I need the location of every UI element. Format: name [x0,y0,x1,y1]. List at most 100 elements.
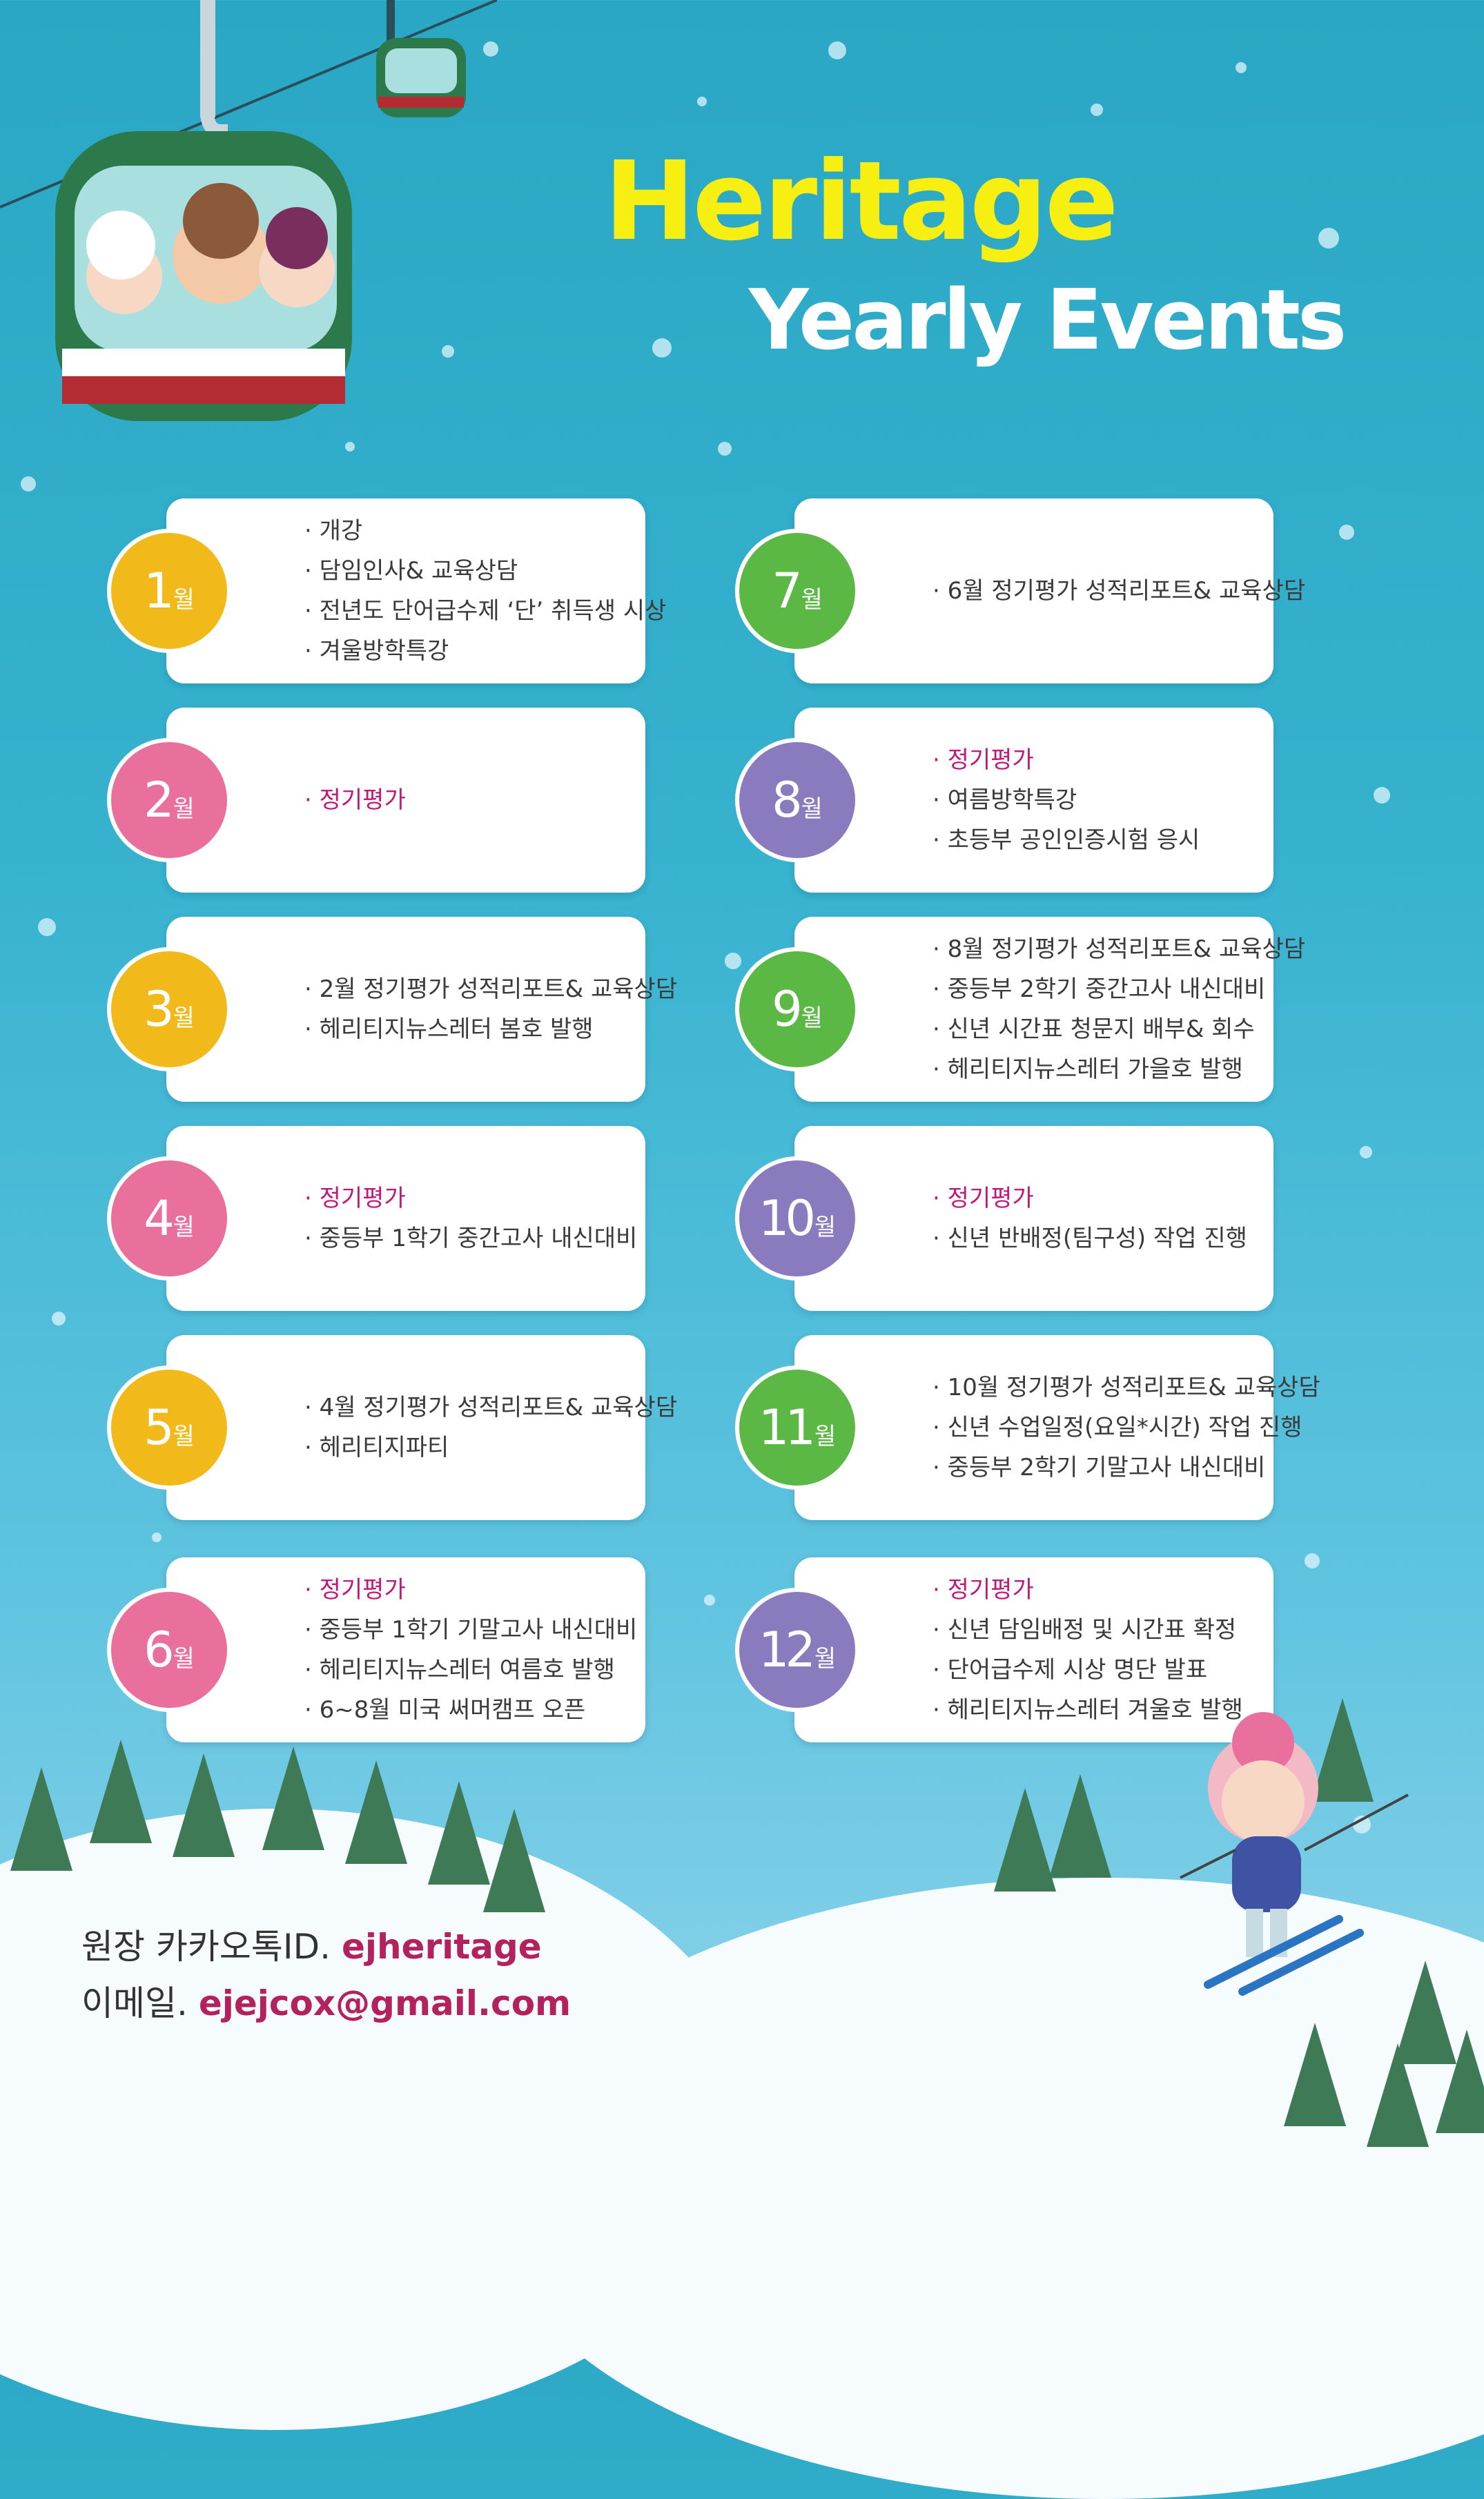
month-unit: 월 [173,1644,195,1673]
month-number: 9 [772,981,802,1038]
event-item: · 개강 [304,517,363,545]
month-card-5: 5 월 · 4월 정기평가 성적리포트& 교육상담 · 헤리티지파티 [107,1335,677,1520]
event-list: · 정기평가 · 중등부 1학기 중간고사 내신대비 [304,1126,650,1311]
month-number: 3 [144,981,174,1038]
event-item: · 헤리티지뉴스레터 가을호 발행 [933,1056,1243,1083]
card-background [166,917,645,1102]
card-background [166,1335,645,1520]
card-background [794,1557,1273,1742]
month-number: 6 [144,1622,174,1678]
event-list: · 2월 정기평가 성적리포트& 교육상담 · 헤리티지뉴스레터 봄호 발행 [304,917,677,1102]
month-unit: 월 [173,795,195,823]
skier-illustration [1180,1712,1409,1996]
month-number: 8 [772,772,802,828]
card-background [794,708,1273,893]
month-number: 12 [758,1622,816,1678]
month-badge: 11 월 [735,1365,859,1490]
event-item: · 단어급수제 시상 명단 발표 [933,1656,1208,1684]
email-contact: 이메일. ejejcox@gmail.com [81,1976,571,2025]
month-number: 2 [144,772,174,828]
cable-car-illustration [0,0,497,421]
event-item: · 8월 정기평가 성적리포트& 교육상담 [933,935,1306,963]
title-heritage: Heritage [604,138,1119,265]
month-unit: 월 [173,1004,195,1032]
event-list: · 정기평가 · 신년 반배정(팀구성) 작업 진행 [933,1126,1278,1311]
event-item: · 여름방학특강 [933,786,1077,814]
event-list: · 개강 · 담임인사& 교육상담 · 전년도 단어급수제 ‘단’ 취득생 시상 · … [304,498,667,683]
email-label: 이메일. [81,1983,188,2023]
month-card-3: 3 월 · 2월 정기평가 성적리포트& 교육상담 · 헤리티지뉴스레터 봄호 발행 [107,917,677,1102]
month-unit: 월 [801,1004,823,1032]
event-list: · 4월 정기평가 성적리포트& 교육상담 · 헤리티지파티 [304,1335,678,1520]
month-number: 1 [144,563,174,619]
event-item: · 헤리티지뉴스레터 겨울호 발행 [933,1696,1243,1724]
month-card-7: 7 월 · 6월 정기평가 성적리포트& 교육상담 [735,498,1305,683]
card-background [166,498,645,683]
event-item: · 4월 정기평가 성적리포트& 교육상담 [304,1394,678,1421]
kakao-id[interactable]: ejheritage [341,1927,542,1967]
event-item: · 전년도 단어급수제 ‘단’ 취득생 시상 [304,597,667,625]
event-item: · 신년 수업일정(요일*시간) 작업 진행 [933,1414,1302,1441]
month-card-10: 10 월 · 정기평가 · 신년 반배정(팀구성) 작업 진행 [735,1126,1273,1311]
event-item: · 정기평가 [304,1185,406,1212]
event-item: · 중등부 1학기 중간고사 내신대비 [304,1225,638,1252]
event-item: · 헤리티지뉴스레터 봄호 발행 [304,1015,594,1043]
month-card-11: 11 월 · 10월 정기평가 성적리포트& 교육상담 · 신년 수업일정(요일*시간… [735,1335,1320,1520]
month-badge: 10 월 [735,1156,859,1281]
event-item: · 신년 담임배정 및 시간표 확정 [933,1616,1237,1644]
event-item: · 정기평가 [933,1576,1034,1604]
month-unit: 월 [173,1213,195,1241]
month-card-8: 8 월 · 정기평가 · 여름방학특강 · 초등부 공인인증시험 응시 [735,708,1273,893]
card-background [794,1126,1273,1311]
email-address[interactable]: ejejcox@gmail.com [198,1983,572,2023]
event-item: · 정기평가 [933,746,1034,774]
month-unit: 월 [814,1213,837,1241]
month-card-4: 4 월 · 정기평가 · 중등부 1학기 중간고사 내신대비 [107,1126,645,1311]
event-item: · 중등부 1학기 기말고사 내신대비 [304,1616,638,1644]
event-item: · 정기평가 [933,1185,1034,1212]
month-unit: 월 [814,1422,837,1450]
event-item: · 헤리티지뉴스레터 여름호 발행 [304,1656,615,1684]
month-unit: 월 [814,1644,837,1673]
month-card-2: 2 월 · 정기평가 [107,708,645,893]
month-unit: 월 [173,1422,195,1450]
month-unit: 월 [173,585,195,614]
month-card-9: 9 월 · 8월 정기평가 성적리포트& 교육상담 · 중등부 2학기 중간고사 내신… [735,917,1305,1102]
month-unit: 월 [801,585,823,614]
event-list: · 8월 정기평가 성적리포트& 교육상담 · 중등부 2학기 중간고사 내신대비… [933,917,1306,1102]
event-item: · 담임인사& 교육상담 [304,557,518,585]
month-number: 11 [758,1399,816,1456]
card-background [166,1126,645,1311]
card-background [794,1335,1273,1520]
event-item: · 6~8월 미국 써머캠프 오픈 [304,1696,586,1724]
event-list: · 정기평가 [304,708,650,893]
card-background [794,498,1273,683]
kakao-contact: 원장 카카오톡ID. ejheritage [81,1919,542,1969]
month-card-12: 12 월 · 정기평가 · 신년 담임배정 및 시간표 확정 · 단어급수제 시상 명단… [735,1557,1273,1742]
event-item: · 겨울방학특강 [304,637,449,665]
kakao-label: 원장 카카오톡ID. [81,1927,331,1967]
event-item: · 정기평가 [304,786,406,814]
event-list: · 6월 정기평가 성적리포트& 교육상담 [933,498,1306,683]
event-item: · 6월 정기평가 성적리포트& 교육상담 [933,577,1306,605]
event-item: · 신년 반배정(팀구성) 작업 진행 [933,1225,1247,1252]
event-item: · 10월 정기평가 성적리포트& 교육상담 [933,1374,1320,1401]
card-background [166,708,645,893]
month-number: 7 [772,563,802,619]
month-number: 4 [144,1190,174,1247]
event-list: · 정기평가 · 신년 담임배정 및 시간표 확정 · 단어급수제 시상 명단 발표… [933,1557,1278,1742]
event-list: · 정기평가 · 중등부 1학기 기말고사 내신대비 · 헤리티지뉴스레터 여름호 … [304,1557,650,1742]
month-unit: 월 [801,795,823,823]
event-item: · 중등부 2학기 기말고사 내신대비 [933,1454,1266,1481]
month-number: 5 [144,1399,174,1456]
title-yearly-events: Yearly Events [749,273,1347,369]
month-number: 10 [758,1190,816,1247]
